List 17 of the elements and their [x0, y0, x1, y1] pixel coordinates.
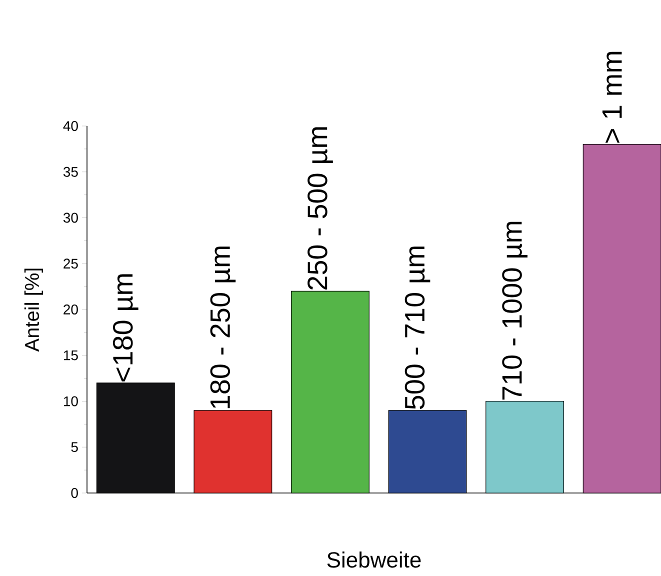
- y-tick-label: 15: [64, 350, 78, 360]
- y-tick-label: 35: [63, 166, 78, 177]
- y-tick-label: 30: [63, 212, 78, 223]
- x-tick-label: 180 - 250 µm: [210, 246, 236, 408]
- y-tick-label: 5: [71, 442, 78, 452]
- y-tick-label: 20: [64, 304, 78, 314]
- x-tick-label: <180 µm: [112, 274, 138, 382]
- x-tick-label: 500 - 710 µm: [404, 246, 430, 410]
- x-axis-title: Siebweite: [327, 552, 421, 568]
- y-tick-label: 25: [64, 258, 78, 269]
- y-tick-label: 10: [64, 396, 78, 406]
- y-tick-label: 40: [63, 121, 78, 131]
- x-tick-label: 250 - 500 µm: [308, 127, 333, 290]
- y-tick-label: 0: [71, 488, 78, 498]
- y-axis-title: Anteil [%]: [24, 268, 44, 352]
- x-tick-label: > 1 mm: [602, 52, 622, 143]
- x-tick-label: 710 - 1000 µm: [502, 222, 528, 400]
